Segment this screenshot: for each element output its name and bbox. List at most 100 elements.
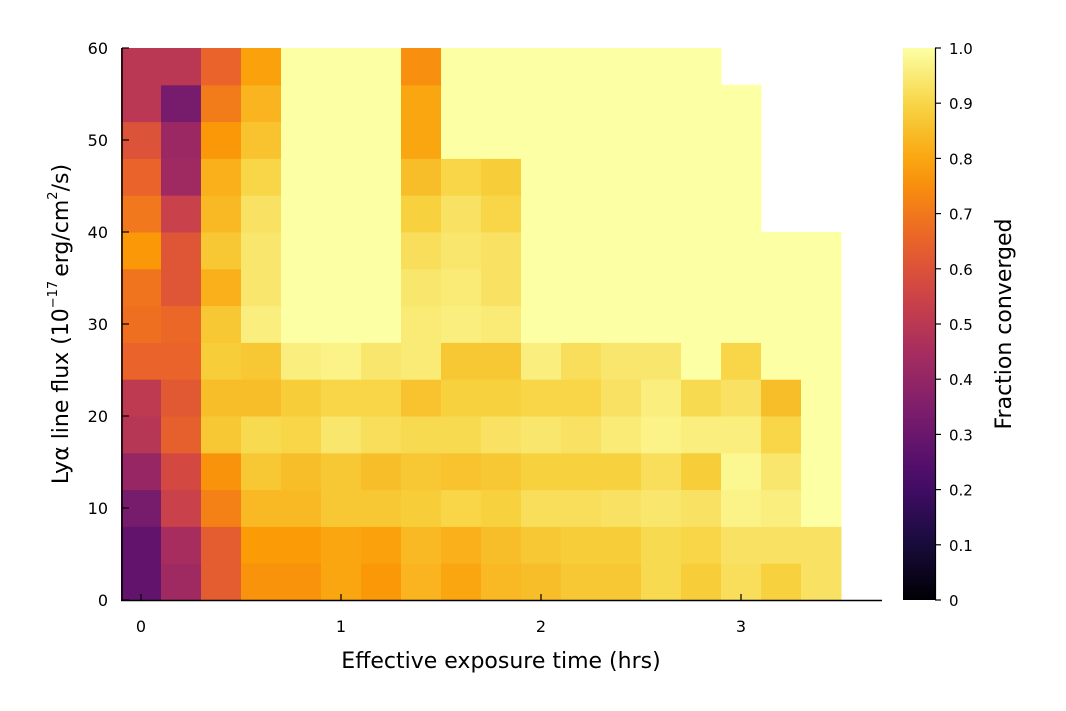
heatmap-cell [441,232,482,270]
heatmap-cell [721,379,762,417]
colorbar-tick-label: 1.0 [949,40,973,58]
heatmap-cell [161,489,202,527]
heatmap-cell [561,158,602,196]
heatmap-cell [521,342,562,380]
heatmap-cell [281,48,322,86]
y-tick-label: 50 [88,131,108,150]
heatmap-cell [481,232,522,270]
heatmap-cell [321,84,362,123]
heatmap-cell [201,305,242,343]
heatmap-cell [161,48,202,86]
heatmap-cell [401,121,442,159]
heatmap-cell [281,416,322,454]
heatmap-cell [721,489,762,527]
heatmap-cell [601,526,642,564]
heatmap-cell [681,305,722,343]
heatmap-cell [161,563,202,601]
heatmap-cell [201,232,242,270]
heatmap-cell [801,305,842,343]
heatmap-cell [721,526,762,564]
heatmap-cell [201,84,242,123]
heatmap-cell [361,268,402,307]
heatmap-cell [321,158,362,196]
heatmap-cell [161,232,202,270]
heatmap-cell [681,268,722,307]
heatmap-cell [521,195,562,233]
heatmap-cell [361,232,402,270]
heatmap-cell [281,84,322,123]
heatmap-cell [361,563,402,601]
heatmap-cell [481,526,522,564]
y-tick-label: 30 [88,315,108,334]
x-tick-label: 1 [336,617,346,636]
colorbar-tick-label: 0.6 [949,261,973,279]
colorbar-tick-label: 0.4 [949,371,973,389]
heatmap-cell [161,526,202,564]
colorbar [903,48,935,600]
heatmap-cell [161,84,202,123]
heatmap-cell [761,268,802,307]
heatmap-cell [521,379,562,417]
heatmap-cell [241,379,282,417]
heatmap-cell [481,195,522,233]
heatmap-cell [161,195,202,233]
heatmap-cell [241,84,282,123]
heatmap-cell [681,84,722,123]
heatmap-cell [801,489,842,527]
heatmap-cell [241,48,282,86]
heatmap-cell [521,48,562,86]
heatmap-cell [361,379,402,417]
heatmap-cell [441,379,482,417]
heatmap-cell [401,268,442,307]
heatmap-cell [441,158,482,196]
heatmap-cell [321,452,362,491]
heatmap-cell [721,232,762,270]
heatmap-cell [401,452,442,491]
heatmap-cell [561,84,602,123]
heatmap-cell [241,305,282,343]
heatmap-cell [601,195,642,233]
heatmap-cell [281,342,322,380]
heatmap-cell [161,416,202,454]
heatmap-cell [361,452,402,491]
heatmap-cell [801,563,842,601]
heatmap-cell [201,48,242,86]
heatmap-cell [241,526,282,564]
heatmap-cell [561,195,602,233]
heatmap-cell [161,379,202,417]
heatmap-cell [201,268,242,307]
heatmap-cell [241,489,282,527]
heatmap-cell [601,232,642,270]
heatmap-cell [521,268,562,307]
heatmap-cell [761,526,802,564]
heatmap-cell [481,452,522,491]
heatmap-cell [601,305,642,343]
heatmap-cell [281,158,322,196]
heatmap-cell [201,379,242,417]
heatmap-cell [441,342,482,380]
heatmap-cell [721,305,762,343]
y-tick-label: 10 [88,499,108,518]
colorbar-tick-label: 0.1 [949,537,973,555]
heatmap-cell [721,416,762,454]
heatmap-cell [161,158,202,196]
heatmap-cell [361,195,402,233]
heatmap-cell [201,526,242,564]
y-tick-label: 40 [88,223,108,242]
heatmap-cell [121,342,162,380]
heatmap-cell [561,526,602,564]
heatmap-cell [121,195,162,233]
colorbar-tick-label: 0.2 [949,482,973,500]
heatmap-cell [201,121,242,159]
heatmap-cell [361,158,402,196]
heatmap-cell [201,342,242,380]
heatmap-cell [601,158,642,196]
heatmap-cell [201,563,242,601]
heatmap-cell [681,379,722,417]
heatmap-cell [121,379,162,417]
heatmap-cell [761,305,802,343]
heatmap-cell [641,268,682,307]
heatmap-cell [761,452,802,491]
heatmap-cell [521,452,562,491]
heatmap-cell [681,526,722,564]
